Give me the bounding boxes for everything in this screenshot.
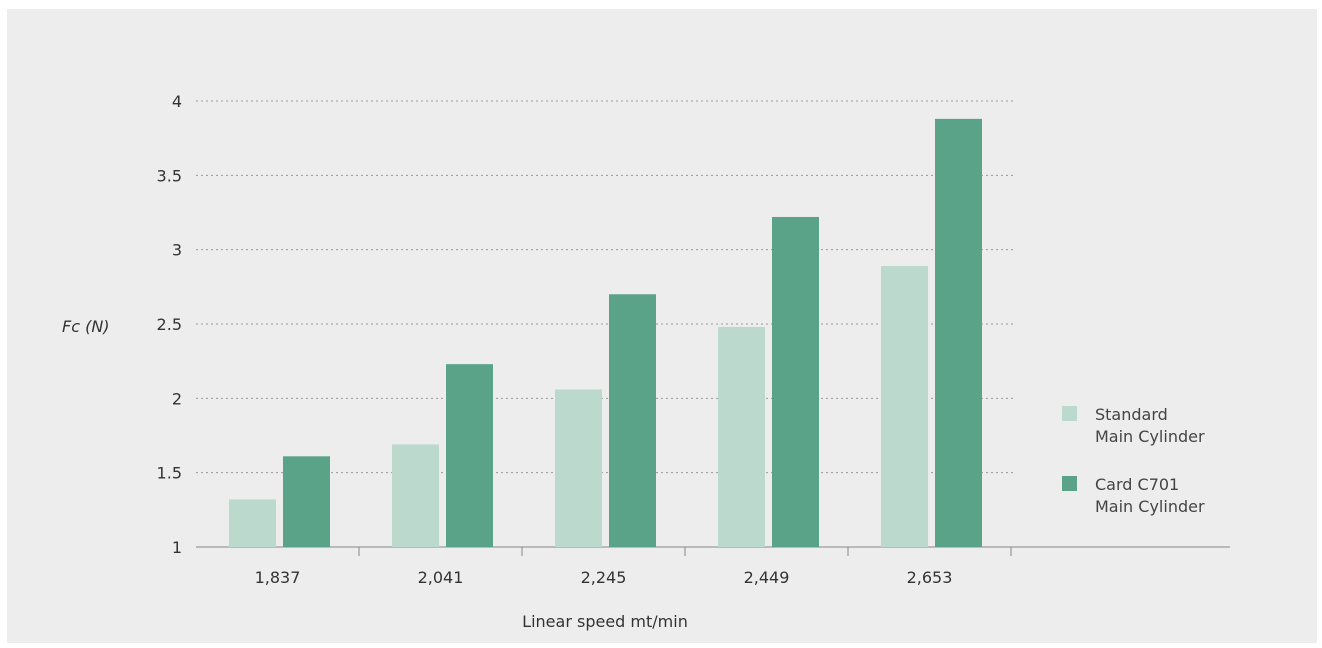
legend-swatch	[1062, 476, 1077, 491]
x-tick-label: 2,041	[418, 568, 464, 587]
x-axis-title: Linear speed mt/min	[522, 612, 688, 631]
y-tick-label: 1	[172, 538, 182, 557]
legend-label: Main Cylinder	[1095, 497, 1205, 516]
x-tick-label: 2,449	[744, 568, 790, 587]
y-tick-label: 2	[172, 389, 182, 408]
axes	[196, 546, 1230, 556]
legend: Standard Main Cylinder Card C701 Main Cylin…	[1062, 405, 1205, 516]
y-tick-label: 3	[172, 241, 182, 260]
x-tick-label: 2,245	[581, 568, 627, 587]
legend-swatch	[1062, 406, 1077, 421]
bar-standard-3	[718, 326, 765, 547]
bar-card-c701-3	[772, 216, 819, 547]
legend-label: Standard	[1095, 405, 1168, 424]
chart-panel	[7, 9, 1317, 643]
bar-standard-4	[881, 266, 928, 547]
bar-card-c701-0	[283, 456, 330, 547]
y-tick-label: 2.5	[157, 315, 182, 334]
bars	[229, 118, 982, 547]
bar-standard-0	[229, 499, 276, 547]
y-tick-label: 3.5	[157, 166, 182, 185]
bar-card-c701-2	[609, 294, 656, 547]
legend-label: Main Cylinder	[1095, 427, 1205, 446]
y-tick-label: 1.5	[157, 464, 182, 483]
x-tick-label: 1,837	[255, 568, 301, 587]
gridlines	[196, 100, 1013, 474]
bar-card-c701-1	[446, 364, 493, 547]
tick-labels: 1 1.5 2 2.5 3 3.5 4 1,837 2,041 2,245 2,449 2,653	[157, 92, 953, 587]
legend-label: Card C701	[1095, 475, 1179, 494]
x-tick-label: 2,653	[907, 568, 953, 587]
bar-standard-2	[555, 389, 602, 547]
bar-standard-1	[392, 444, 439, 547]
y-tick-label: 4	[172, 92, 182, 111]
y-axis-title: Fc (N)	[62, 317, 110, 336]
bar-card-c701-4	[935, 118, 982, 547]
